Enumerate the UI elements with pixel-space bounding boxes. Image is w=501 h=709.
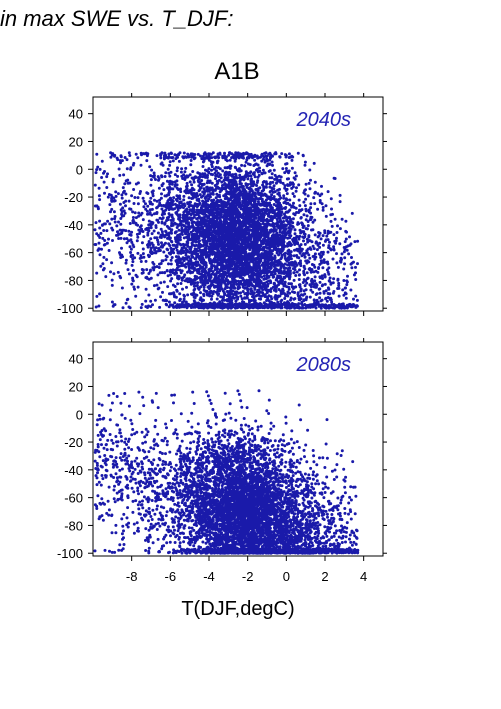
scatter-points <box>93 389 360 555</box>
page-heading: in max SWE vs. T_DJF: <box>0 6 234 31</box>
x-tick-label: 2 <box>321 569 328 584</box>
y-tick-label: -20 <box>64 435 83 450</box>
x-tick-label: -2 <box>242 569 254 584</box>
y-tick-label: -100 <box>57 301 83 316</box>
x-tick-label: -8 <box>126 569 138 584</box>
panel-label: 2040s <box>296 109 352 131</box>
x-axis-label: T(DJF,degC) <box>181 598 294 620</box>
y-tick-label: -40 <box>64 218 83 233</box>
y-tick-label: -20 <box>64 190 83 205</box>
y-tick-label: 40 <box>69 107 83 122</box>
y-tick-label: 0 <box>76 407 83 422</box>
y-tick-label: -40 <box>64 463 83 478</box>
scenario-title: A1B <box>214 58 260 85</box>
panel-2040s: 40 20 0 -20 -40 -60 -80 -100 2040s <box>57 93 387 316</box>
x-tick-label: 4 <box>360 569 367 584</box>
y-tick-label: 20 <box>69 379 83 394</box>
y-tick-label: 40 <box>69 352 83 367</box>
x-tick-label: 0 <box>283 569 290 584</box>
x-tick-label: -4 <box>203 569 215 584</box>
y-tick-label: -60 <box>64 246 83 261</box>
y-tick-label: -60 <box>64 491 83 506</box>
y-tick-label: -100 <box>57 546 83 561</box>
plot-frame <box>92 96 384 312</box>
y-tick-label: 20 <box>69 134 83 149</box>
x-tick-label: -6 <box>165 569 177 584</box>
scatter-points <box>93 151 360 310</box>
y-tick-label: 0 <box>76 162 83 177</box>
y-tick-label: -80 <box>64 273 83 288</box>
y-tick-label: -80 <box>64 518 83 533</box>
plot-frame <box>92 341 384 557</box>
panel-label: 2080s <box>296 354 352 376</box>
